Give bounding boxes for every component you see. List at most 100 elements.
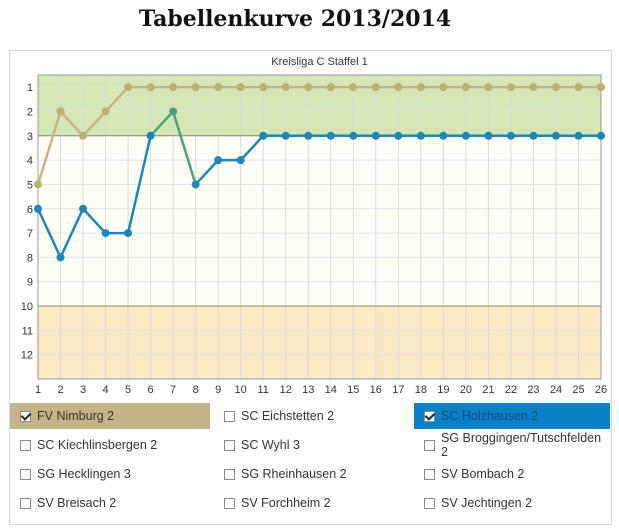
data-point-holzhausen [574, 131, 583, 140]
y-tick-label: 2 [27, 106, 33, 118]
x-tick-label: 12 [280, 384, 292, 396]
data-point-holzhausen [34, 204, 42, 213]
legend-item[interactable]: SV Bombach 2 [414, 461, 610, 487]
legend-label: SV Bombach 2 [441, 467, 525, 481]
data-point-nimburg [79, 131, 88, 140]
series-segment-holzhausen [194, 158, 220, 186]
legend-label: FV Nimburg 2 [37, 409, 115, 423]
x-tick-label: 9 [215, 384, 221, 396]
chart-title: Kreisliga C Staffel 1 [271, 56, 367, 68]
x-tick-label: 17 [392, 384, 404, 396]
legend-item[interactable]: SG Broggingen/Tutschfelden 2 [414, 431, 610, 459]
y-tick-label: 4 [27, 155, 33, 167]
legend-item[interactable]: SC Eichstetten 2 [214, 403, 410, 429]
x-tick-label: 3 [80, 384, 86, 396]
band-2 [38, 306, 601, 379]
legend-checkbox[interactable] [224, 439, 235, 451]
series-segment-holzhausen [149, 110, 175, 138]
x-tick-label: 24 [550, 384, 562, 396]
legend-label: SC Holzhausen 2 [441, 409, 539, 423]
legend-item[interactable]: SG Rheinhausen 2 [214, 461, 410, 487]
data-point-holzhausen [551, 131, 560, 140]
data-point-nimburg [169, 83, 178, 92]
x-tick-label: 20 [460, 384, 472, 396]
legend-checkbox[interactable] [224, 410, 235, 422]
data-point-nimburg [461, 83, 470, 92]
legend-item[interactable]: SC Wyhl 3 [214, 432, 410, 458]
data-point-holzhausen [529, 131, 538, 140]
data-point-holzhausen [214, 156, 223, 165]
series-segment-holzhausen [126, 134, 152, 235]
series-segment-nimburg [104, 85, 130, 113]
legend-item[interactable]: SC Kiechlinsbergen 2 [10, 432, 210, 458]
y-tick-label: 7 [27, 228, 33, 240]
data-point-nimburg [349, 83, 358, 92]
data-point-nimburg [551, 83, 560, 92]
x-tick-label: 15 [347, 384, 359, 396]
legend-label: SV Breisach 2 [37, 496, 117, 510]
legend-checkbox[interactable] [20, 410, 31, 422]
x-tick-label: 7 [170, 384, 176, 396]
legend-item[interactable]: SG Hecklingen 3 [10, 461, 210, 487]
y-tick-label: 1 [27, 82, 33, 94]
x-tick-label: 14 [325, 384, 337, 396]
x-tick-label: 8 [193, 384, 199, 396]
legend-item[interactable]: SC Holzhausen 2 [414, 403, 610, 429]
data-point-nimburg [529, 83, 538, 92]
series-segment-holzhausen [171, 110, 197, 186]
legend-checkbox[interactable] [20, 468, 31, 480]
y-tick-label: 11 [22, 325, 33, 337]
legend-checkbox[interactable] [20, 439, 31, 451]
page-title: Tabellenkurve 2013/2014 [138, 6, 452, 32]
x-tick-label: 13 [302, 384, 314, 396]
legend-item[interactable]: SV Breisach 2 [10, 490, 210, 516]
data-point-nimburg [259, 83, 268, 92]
x-tick-label: 2 [57, 384, 63, 396]
plot-border [37, 74, 602, 380]
data-point-holzhausen [597, 131, 605, 140]
data-point-nimburg [371, 83, 380, 92]
data-point-nimburg [416, 83, 425, 92]
data-point-holzhausen [349, 131, 358, 140]
legend-item[interactable]: FV Nimburg 2 [10, 403, 210, 429]
data-point-nimburg [484, 83, 493, 92]
legend-checkbox[interactable] [224, 497, 235, 509]
legend-item[interactable]: SV Forchheim 2 [214, 490, 410, 516]
series-segment-nimburg [36, 110, 62, 186]
data-point-holzhausen [484, 131, 493, 140]
legend-label: SG Rheinhausen 2 [241, 467, 347, 481]
y-tick-label: 10 [21, 301, 33, 313]
y-tick-label: 12 [21, 350, 33, 362]
data-point-holzhausen [304, 131, 313, 140]
data-point-holzhausen [56, 253, 65, 262]
y-tick-label: 5 [27, 179, 33, 191]
legend-label: SC Kiechlinsbergen 2 [37, 438, 158, 452]
x-tick-label: 6 [148, 384, 154, 396]
legend-checkbox[interactable] [20, 497, 31, 509]
series-segment-holzhausen [36, 207, 62, 259]
x-tick-label: 26 [595, 384, 607, 396]
data-point-nimburg [236, 83, 245, 92]
data-point-nimburg [506, 83, 515, 92]
data-point-nimburg [124, 83, 133, 92]
data-point-nimburg [439, 83, 448, 92]
x-tick-label: 21 [482, 384, 494, 396]
legend-checkbox[interactable] [224, 468, 235, 480]
data-point-nimburg [214, 83, 223, 92]
data-point-nimburg [574, 83, 583, 92]
legend-checkbox[interactable] [424, 439, 435, 451]
legend-label: SG Broggingen/Tutschfelden 2 [441, 431, 602, 459]
x-tick-label: 23 [527, 384, 539, 396]
data-point-nimburg [191, 83, 200, 92]
x-tick-label: 19 [437, 384, 449, 396]
data-point-holzhausen [146, 131, 155, 140]
x-tick-label: 10 [235, 384, 247, 396]
x-tick-label: 16 [370, 384, 382, 396]
legend-checkbox[interactable] [424, 468, 435, 480]
data-point-holzhausen [326, 131, 335, 140]
legend-checkbox[interactable] [424, 410, 435, 422]
legend-checkbox[interactable] [424, 497, 435, 509]
legend-item[interactable]: SV Jechtingen 2 [414, 490, 610, 516]
data-point-nimburg [281, 83, 290, 92]
legend-label: SC Eichstetten 2 [241, 409, 335, 423]
